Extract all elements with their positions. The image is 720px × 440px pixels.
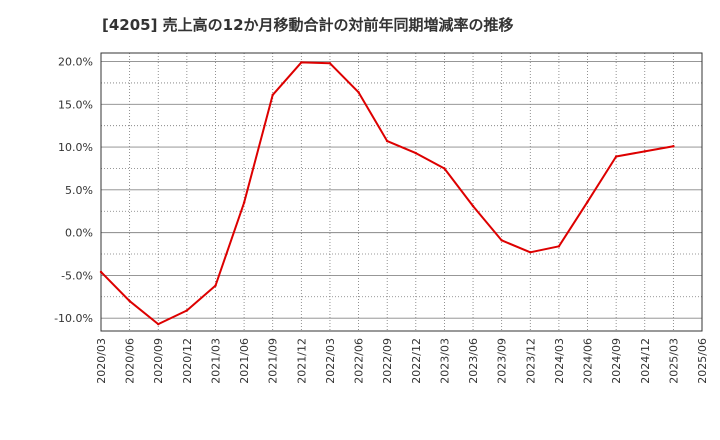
x-tick-label: 2020/12	[181, 338, 194, 384]
x-tick-label: 2024/06	[582, 338, 595, 384]
x-tick-label: 2024/12	[639, 338, 652, 384]
data-point	[357, 91, 360, 94]
x-tick-label: 2024/03	[553, 338, 566, 384]
x-tick-label: 2023/12	[524, 338, 537, 384]
data-point	[643, 150, 646, 153]
data-point	[128, 299, 131, 303]
x-tick-label: 2020/06	[124, 338, 137, 384]
data-point	[214, 284, 217, 287]
x-tick-label: 2022/09	[381, 338, 394, 384]
x-tick-label: 2020/09	[152, 338, 165, 384]
data-point	[185, 309, 189, 312]
data-point	[99, 270, 103, 274]
x-tick-label: 2024/09	[610, 338, 623, 384]
x-tick-label: 2021/09	[267, 338, 280, 384]
y-tick-label: -10.0%	[54, 312, 93, 325]
plot-frame	[100, 52, 703, 332]
y-tick-label: 0.0%	[65, 227, 93, 240]
data-point	[586, 200, 589, 204]
chart-title: [4205] 売上高の12か月移動合計の対前年同期増減率の推移	[102, 16, 514, 34]
data-point	[672, 145, 675, 148]
x-tick-label: 2023/06	[467, 338, 480, 384]
x-tick-label: 2025/03	[667, 338, 680, 384]
x-tick-label: 2023/09	[496, 338, 509, 384]
data-point	[557, 245, 561, 248]
data-point	[271, 93, 274, 97]
data-point	[414, 151, 418, 155]
data-point	[328, 62, 332, 65]
data-point	[157, 322, 160, 326]
y-tick-label: 5.0%	[65, 184, 93, 197]
x-tick-label: 2022/03	[324, 338, 337, 384]
y-tick-label: 10.0%	[58, 141, 93, 154]
y-tick-label: 15.0%	[58, 98, 93, 111]
x-tick-label: 2021/12	[295, 338, 308, 384]
data-point	[614, 155, 618, 158]
x-tick-label: 2022/12	[410, 338, 423, 384]
y-tick-label: -5.0%	[61, 269, 93, 282]
data-point	[443, 167, 446, 170]
data-point	[529, 251, 532, 254]
x-tick-label: 2025/06	[696, 338, 709, 384]
data-point	[300, 61, 303, 64]
data-point	[385, 139, 389, 143]
x-tick-label: 2022/06	[353, 338, 366, 384]
data-point	[471, 204, 475, 208]
x-tick-label: 2021/03	[209, 338, 222, 384]
x-tick-label: 2020/03	[95, 338, 108, 384]
x-tick-label: 2023/03	[438, 338, 451, 384]
data-point	[500, 239, 503, 242]
y-tick-label: 20.0%	[58, 56, 93, 69]
data-point	[242, 201, 246, 204]
x-tick-label: 2021/06	[238, 338, 251, 384]
